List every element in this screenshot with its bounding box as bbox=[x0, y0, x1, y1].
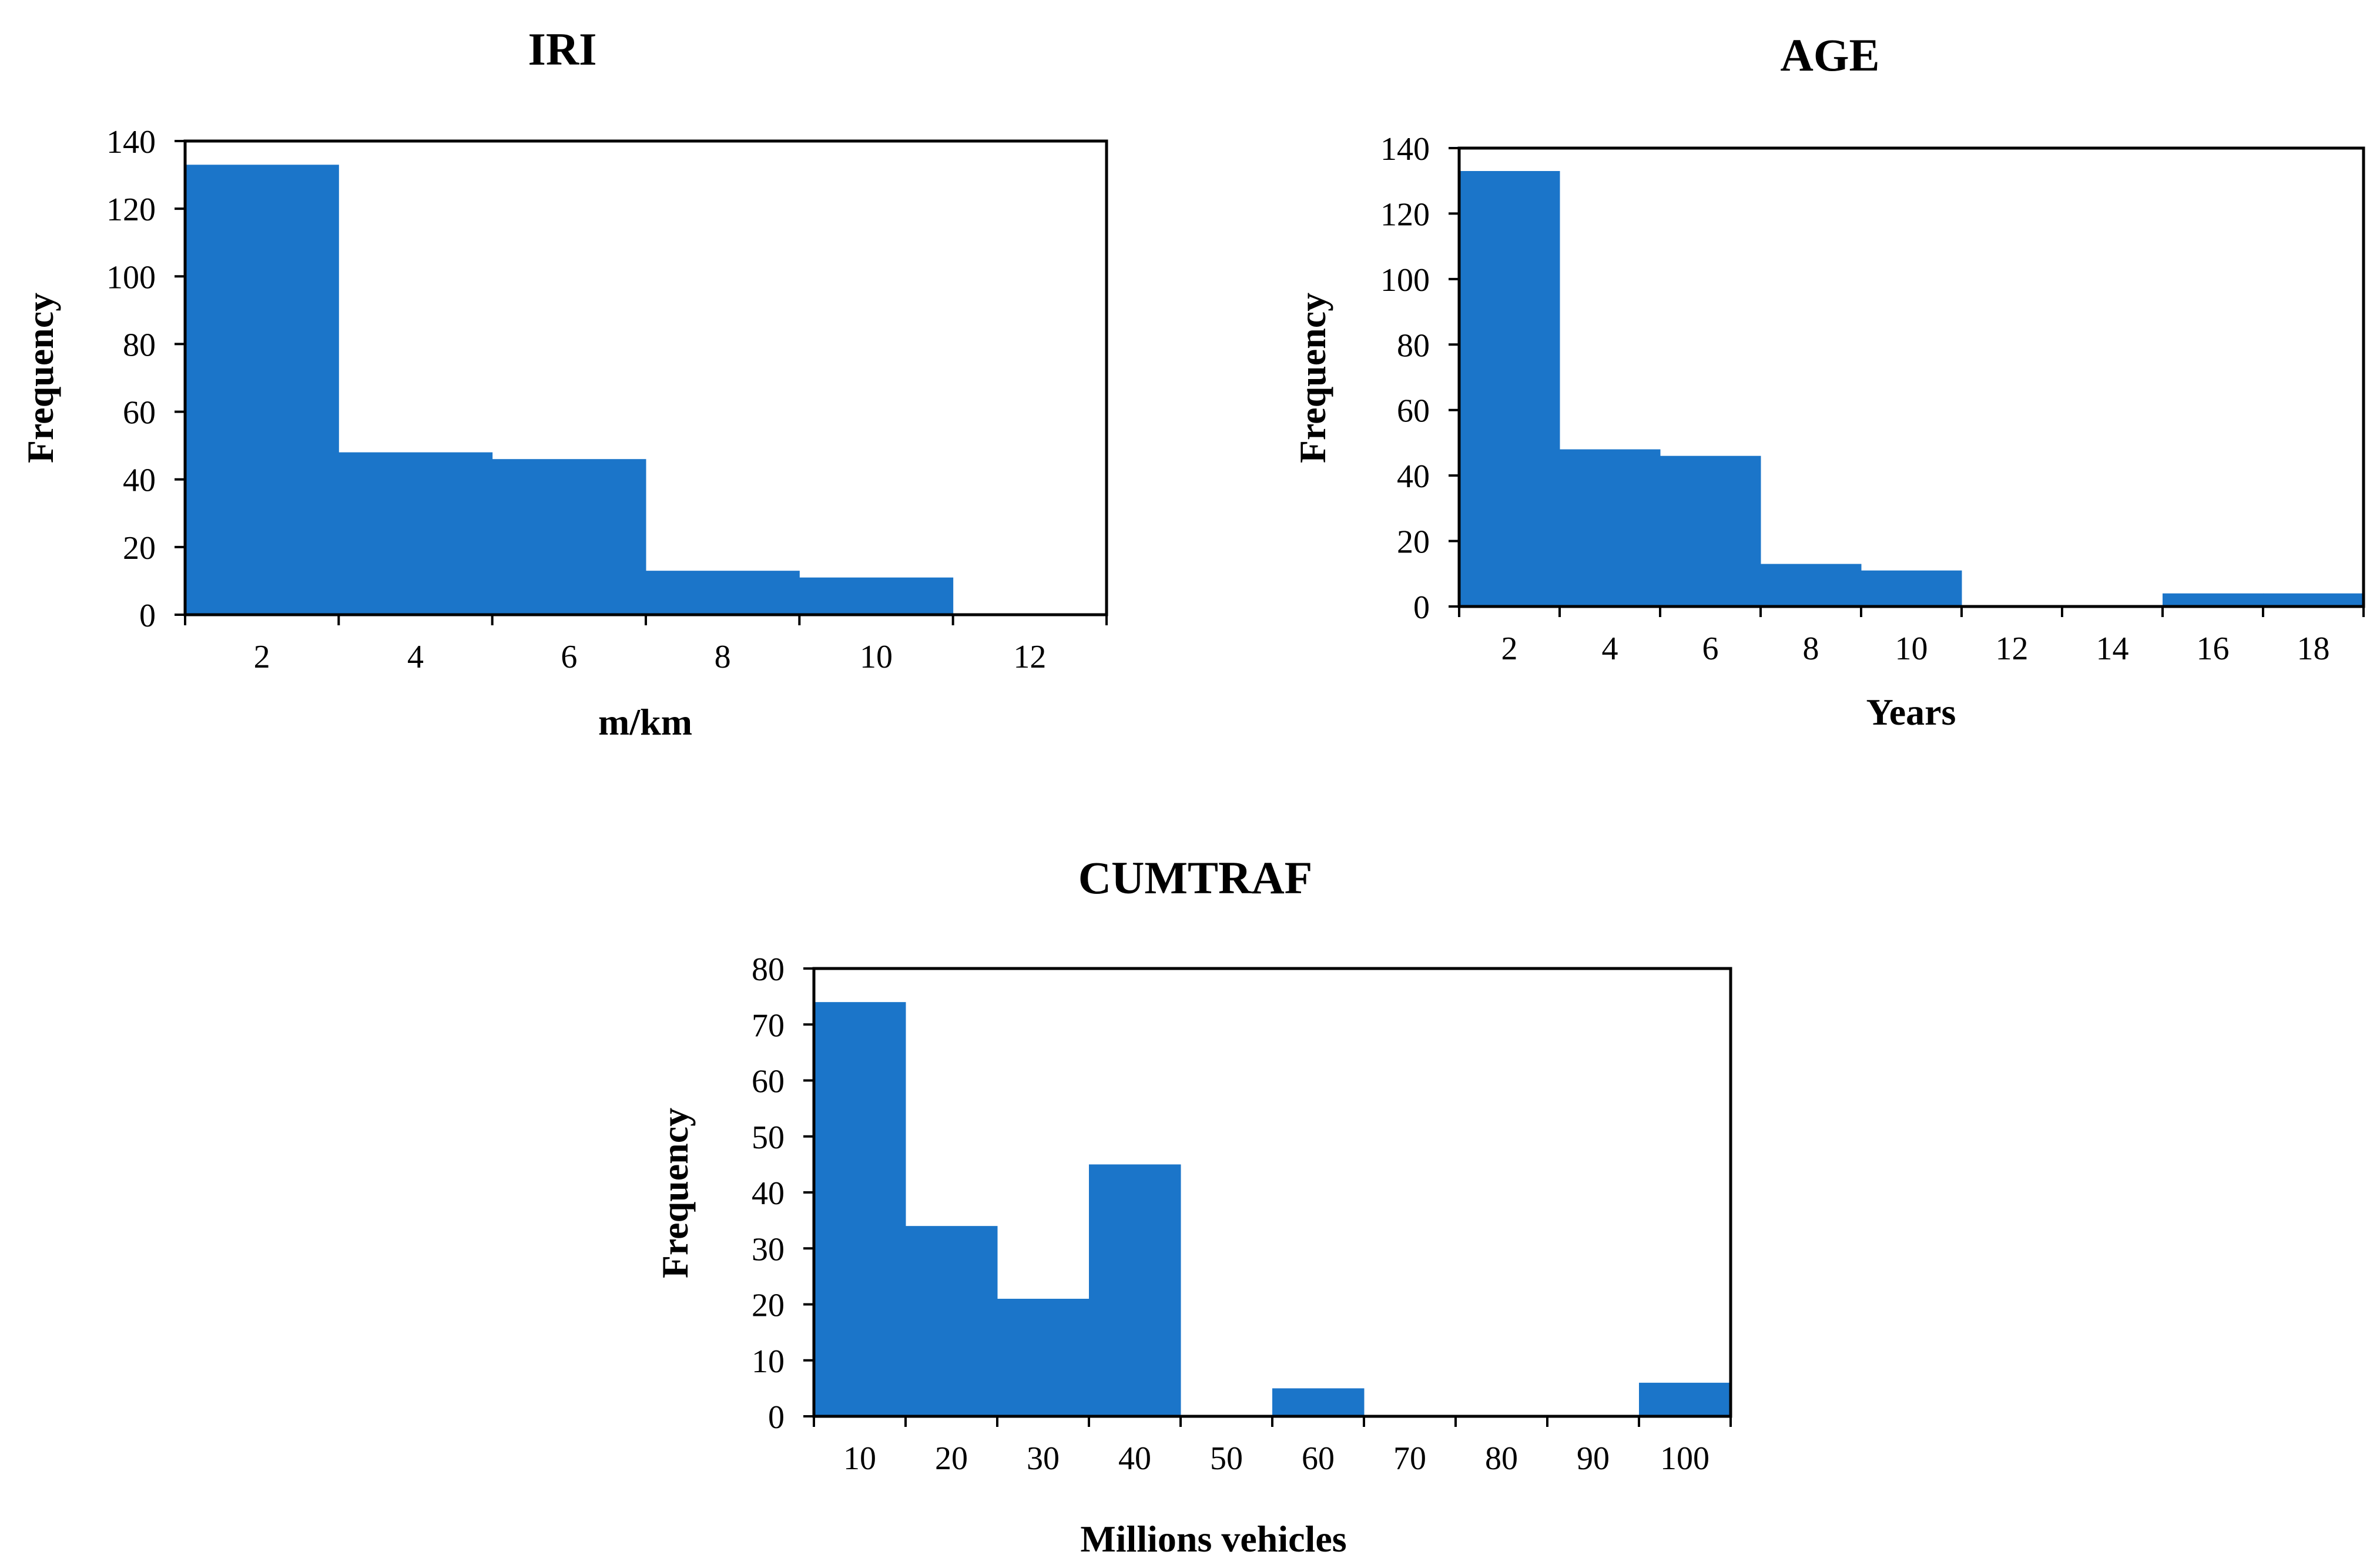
y-tick-label: 60 bbox=[752, 1064, 785, 1100]
y-tick-label: 60 bbox=[123, 395, 156, 431]
y-tick-label: 80 bbox=[752, 951, 785, 988]
bar-30 bbox=[997, 1298, 1090, 1416]
bar-10 bbox=[799, 577, 954, 615]
y-tick-label: 120 bbox=[106, 192, 156, 228]
y-tick-label: 30 bbox=[752, 1231, 785, 1268]
x-tick-label: 10 bbox=[860, 639, 893, 675]
y-tick-label: 120 bbox=[1380, 196, 1430, 233]
y-tick-label: 40 bbox=[752, 1175, 785, 1212]
x-tick-label: 20 bbox=[935, 1440, 968, 1477]
bar-20 bbox=[906, 1226, 998, 1416]
y-tick-label: 80 bbox=[1397, 327, 1430, 364]
bar-2 bbox=[1459, 171, 1560, 606]
x-tick-label: 10 bbox=[1895, 631, 1928, 667]
x-axis-label: Millions vehicles bbox=[1080, 1518, 1346, 1560]
bar-10 bbox=[1861, 570, 1962, 606]
x-tick-label: 2 bbox=[254, 639, 270, 675]
y-tick-label: 100 bbox=[1380, 262, 1430, 299]
y-tick-label: 20 bbox=[123, 530, 156, 567]
x-tick-label: 70 bbox=[1393, 1440, 1426, 1477]
plot-frame bbox=[1457, 146, 2365, 608]
y-tick-label: 10 bbox=[752, 1343, 785, 1380]
bar-8 bbox=[1761, 564, 1862, 606]
x-tick-label: 14 bbox=[2096, 631, 2129, 667]
chart-age: 2 4 6 8 10 12 14 16 18 0 20 40 60 80 100 120 140 AGE Years… bbox=[1292, 29, 2365, 733]
x-axis-label: Years bbox=[1866, 691, 1956, 733]
x-tick-label: 6 bbox=[1702, 631, 1719, 667]
bar-18 bbox=[2263, 593, 2364, 606]
x-tick-label: 4 bbox=[1602, 631, 1618, 667]
x-tick-label: 50 bbox=[1210, 1440, 1243, 1477]
y-tick-label: 40 bbox=[123, 463, 156, 499]
y-tick-label: 0 bbox=[1413, 589, 1430, 626]
chart-title: IRI bbox=[528, 24, 596, 75]
x-tick-label: 18 bbox=[2297, 631, 2330, 667]
x-tick-label: 10 bbox=[843, 1440, 876, 1477]
x-tick-label: 16 bbox=[2197, 631, 2230, 667]
chart-title: CUMTRAF bbox=[1078, 852, 1313, 903]
y-axis-label: Frequency bbox=[19, 293, 61, 463]
y-tick-label: 80 bbox=[123, 327, 156, 363]
bar-40 bbox=[1089, 1164, 1181, 1416]
y-axis-label: Frequency bbox=[1292, 293, 1333, 463]
x-tick-label: 12 bbox=[1996, 631, 2029, 667]
bar-6 bbox=[492, 459, 646, 615]
y-tick-label: 0 bbox=[139, 598, 156, 634]
bar-2 bbox=[185, 165, 339, 615]
y-tick-label: 20 bbox=[1397, 524, 1430, 561]
bar-100 bbox=[1639, 1382, 1731, 1416]
bar-4 bbox=[338, 452, 493, 615]
y-axis-label: Frequency bbox=[654, 1108, 696, 1278]
x-tick-label: 80 bbox=[1485, 1440, 1518, 1477]
bar-8 bbox=[646, 571, 800, 615]
x-tick-label: 90 bbox=[1577, 1440, 1610, 1477]
y-tick-label: 140 bbox=[1380, 131, 1430, 167]
x-tick-label: 8 bbox=[1803, 631, 1819, 667]
x-axis-label: m/km bbox=[598, 701, 692, 743]
y-tick-label: 60 bbox=[1397, 393, 1430, 430]
y-tick-label: 100 bbox=[106, 259, 156, 296]
x-tick-label: 100 bbox=[1660, 1440, 1709, 1477]
chart-title: AGE bbox=[1780, 29, 1879, 81]
bar-16 bbox=[2163, 593, 2264, 606]
bar-60 bbox=[1272, 1388, 1365, 1416]
y-tick-label: 50 bbox=[752, 1120, 785, 1156]
bar-4 bbox=[1560, 449, 1661, 606]
y-tick-label: 140 bbox=[106, 124, 156, 160]
chart-iri: 2 4 6 8 10 12020406080100120140IRIm/kmFrequen… bbox=[19, 24, 1108, 743]
x-tick-label: 8 bbox=[715, 639, 731, 675]
bar-10 bbox=[814, 1002, 906, 1416]
x-tick-label: 60 bbox=[1302, 1440, 1335, 1477]
y-tick-label: 40 bbox=[1397, 458, 1430, 495]
y-tick-label: 20 bbox=[752, 1288, 785, 1324]
x-tick-label: 6 bbox=[561, 639, 577, 675]
x-tick-label: 12 bbox=[1013, 639, 1046, 675]
bar-6 bbox=[1660, 455, 1761, 606]
y-tick-label: 0 bbox=[768, 1399, 785, 1436]
x-tick-label: 30 bbox=[1027, 1440, 1060, 1477]
y-tick-label: 70 bbox=[752, 1007, 785, 1044]
x-tick-label: 2 bbox=[1501, 631, 1518, 667]
x-tick-label: 40 bbox=[1118, 1440, 1151, 1477]
x-tick-label: 4 bbox=[407, 639, 424, 675]
chart-cumtraf: 10 20 30 40 50 60 70 80 90 100 0 10 20 30 40 50 60 70 80 CU… bbox=[654, 852, 1732, 1560]
